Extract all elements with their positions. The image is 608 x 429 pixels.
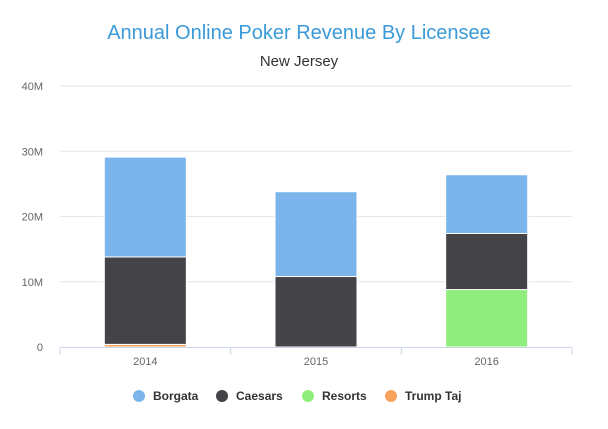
y-tick-label: 20M [22,212,43,224]
legend-item[interactable]: Caesars [216,389,283,403]
bars [103,156,529,348]
chart-title: Annual Online Poker Revenue By Licensee [107,22,491,44]
legend-marker [216,390,228,402]
y-tick-label: 30M [22,146,43,158]
bar-segment[interactable] [445,289,529,348]
bar-segment[interactable] [103,156,187,258]
legend-label: Borgata [153,389,199,403]
legend-item[interactable]: Resorts [302,389,367,403]
y-tick-label: 0 [37,342,43,354]
x-tick-label: 2015 [304,356,328,368]
legend-label: Trump Taj [405,389,461,403]
y-tick-label: 10M [22,277,43,289]
x-tick-label: 2016 [474,356,498,368]
x-axis: 2014 2015 2016 [59,347,573,368]
bar-segment[interactable] [445,174,529,234]
legend-item[interactable]: Trump Taj [385,389,461,403]
y-axis: 0 10M 20M 30M 40M [22,81,43,354]
bar-segment[interactable] [274,191,358,278]
y-tick-label: 40M [22,81,43,93]
legend-marker [133,390,145,402]
x-tick-label: 2014 [133,356,157,368]
legend: Borgata Caesars Resorts Trump Taj [133,389,461,403]
bar-segment[interactable] [103,256,187,345]
legend-label: Caesars [236,389,283,403]
legend-item[interactable]: Borgata [133,389,199,403]
bar-segment[interactable] [445,232,529,291]
bar-segment[interactable] [274,276,358,348]
chart-subtitle: New Jersey [260,53,339,70]
legend-marker [302,390,314,402]
legend-marker [385,390,397,402]
legend-label: Resorts [322,389,367,403]
